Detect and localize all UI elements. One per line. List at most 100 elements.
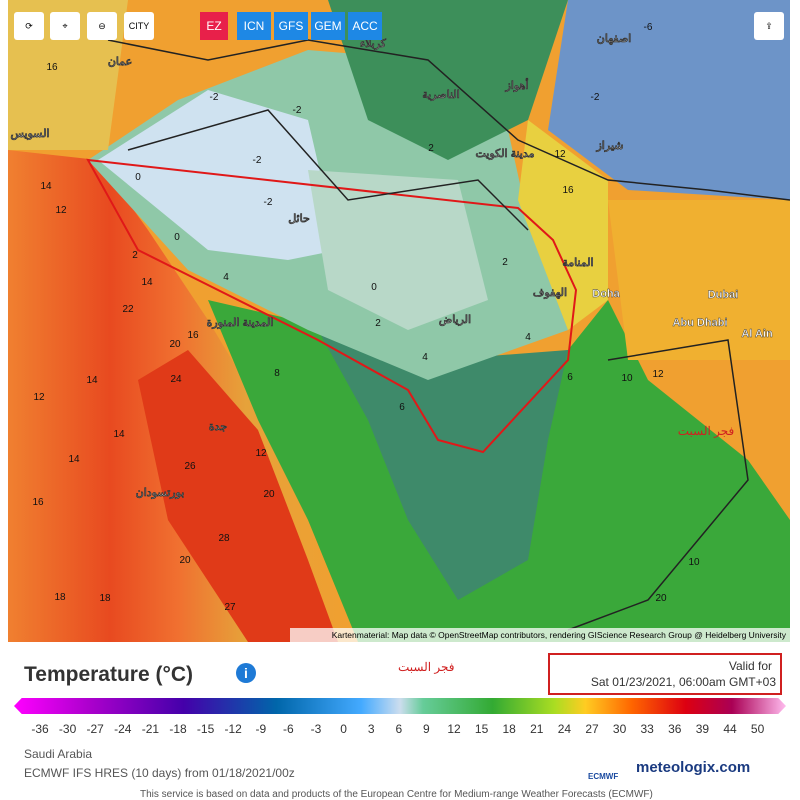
city-label: Al Ain [741, 328, 773, 340]
scale-label: -12 [224, 722, 242, 736]
scale-label: -9 [255, 722, 267, 736]
scale-label: -15 [196, 722, 215, 736]
scale-label: -27 [86, 722, 104, 736]
refresh-button[interactable]: ⟳ [14, 12, 44, 40]
temp-label: 14 [141, 277, 153, 288]
temp-label: 10 [621, 373, 633, 384]
legend-title: Temperature (°C) [24, 663, 194, 686]
temp-label: 20 [263, 489, 275, 500]
temp-label: 12 [255, 448, 267, 459]
temp-label: 12 [33, 392, 45, 403]
scale-label: 9 [423, 722, 430, 736]
city-label: بورتسودان [136, 487, 185, 499]
temp-label: -2 [264, 197, 273, 208]
weather-map: Kartenmaterial: Map data © OpenStreetMap… [8, 0, 790, 642]
scale-label: 39 [695, 722, 710, 736]
valid-time: Sat 01/23/2021, 06:00am GMT+03 [590, 675, 776, 689]
city-label: المدينة المنورة [207, 317, 274, 329]
temp-label: 4 [525, 332, 531, 343]
temp-label: -2 [210, 92, 219, 103]
scale-label: 44 [723, 722, 737, 736]
city-label: المنامة [562, 257, 593, 269]
temp-label: 12 [652, 369, 664, 380]
temp-label: 12 [554, 149, 566, 160]
valid-box [548, 653, 782, 695]
color-bar [14, 698, 786, 714]
zoom-button[interactable]: ⊖ [87, 12, 117, 40]
temp-label: 8 [274, 368, 280, 379]
city-label: عمان [108, 56, 132, 68]
temp-label: 27 [224, 602, 236, 613]
info-icon[interactable]: i [236, 663, 256, 683]
valid-label: Valid for [728, 659, 772, 673]
temp-label: 2 [132, 250, 138, 261]
temp-label: 18 [54, 592, 66, 603]
scale-label: 36 [668, 722, 682, 736]
model-button[interactable]: EZ [200, 12, 228, 40]
scale-label: 6 [395, 722, 403, 736]
city-label: الناصرية [422, 89, 459, 101]
disclaimer: This service is based on data and produc… [140, 789, 653, 800]
scale-label: 3 [367, 722, 375, 736]
temp-label: 2 [502, 257, 508, 268]
scale-label: 30 [612, 722, 627, 736]
region: Saudi Arabia [24, 747, 93, 761]
scale-label: -24 [114, 722, 132, 736]
ecmwf-logo: ECMWF [588, 772, 619, 781]
temp-label: 4 [223, 272, 229, 283]
temp-label: 6 [399, 402, 405, 413]
location-button[interactable]: ⌖ [50, 12, 80, 40]
scale-label: -30 [58, 722, 77, 736]
temp-label: 20 [169, 339, 181, 350]
scale-label: -3 [310, 722, 322, 736]
city-label: اصفهان [597, 33, 631, 45]
note: فجر السبت [398, 660, 455, 674]
city-label: Doha [592, 288, 620, 300]
temp-label: 2 [375, 318, 381, 329]
city-label: Abu Dhabi [673, 317, 728, 329]
model-button[interactable]: GFS [274, 12, 308, 40]
attribution: Kartenmaterial: Map data © OpenStreetMap… [332, 630, 787, 640]
city-label: الهفوف [533, 287, 567, 299]
model-button[interactable]: GEM [311, 12, 345, 40]
temp-label: -6 [644, 22, 653, 33]
temp-label: 0 [174, 232, 180, 243]
city-label: شيراز [596, 140, 624, 152]
model-button[interactable]: ICN [237, 12, 271, 40]
temp-label: 14 [113, 429, 125, 440]
temp-label: 0 [135, 172, 141, 183]
scale-label: 21 [530, 722, 544, 736]
scale-label: 50 [750, 722, 765, 736]
city-label: أهواز [505, 78, 529, 92]
city-label: Dubai [708, 289, 739, 301]
scale-label: -21 [141, 722, 160, 736]
city-label: مدينة الكويت [475, 148, 534, 160]
temp-label: 16 [46, 62, 58, 73]
temp-label: 26 [184, 461, 196, 472]
temp-label: 20 [655, 593, 667, 604]
city-button[interactable]: CITY [124, 12, 154, 40]
temp-label: 6 [567, 372, 573, 383]
brand: meteologix.com [636, 759, 751, 776]
temp-label: 16 [32, 497, 44, 508]
scale-label: 12 [447, 722, 461, 736]
model-button[interactable]: ACC [348, 12, 382, 40]
temp-label: 2 [428, 143, 434, 154]
scale-label: -36 [31, 722, 49, 736]
temp-label: 14 [40, 181, 52, 192]
share-button[interactable]: ⇪ [754, 12, 784, 40]
temp-label: 14 [68, 454, 80, 465]
temp-label: 16 [187, 330, 199, 341]
temp-label: 28 [218, 533, 230, 544]
city-label: كربلاء [360, 38, 387, 50]
temp-label: 4 [422, 352, 428, 363]
temp-label: 18 [99, 593, 111, 604]
temp-label: 16 [562, 185, 574, 196]
scale-label: 27 [585, 722, 599, 736]
temp-label: 20 [179, 555, 191, 566]
temp-label: -2 [253, 155, 262, 166]
scale-label: 0 [340, 722, 347, 736]
temp-label: 24 [170, 374, 182, 385]
temp-label: 14 [86, 375, 98, 386]
